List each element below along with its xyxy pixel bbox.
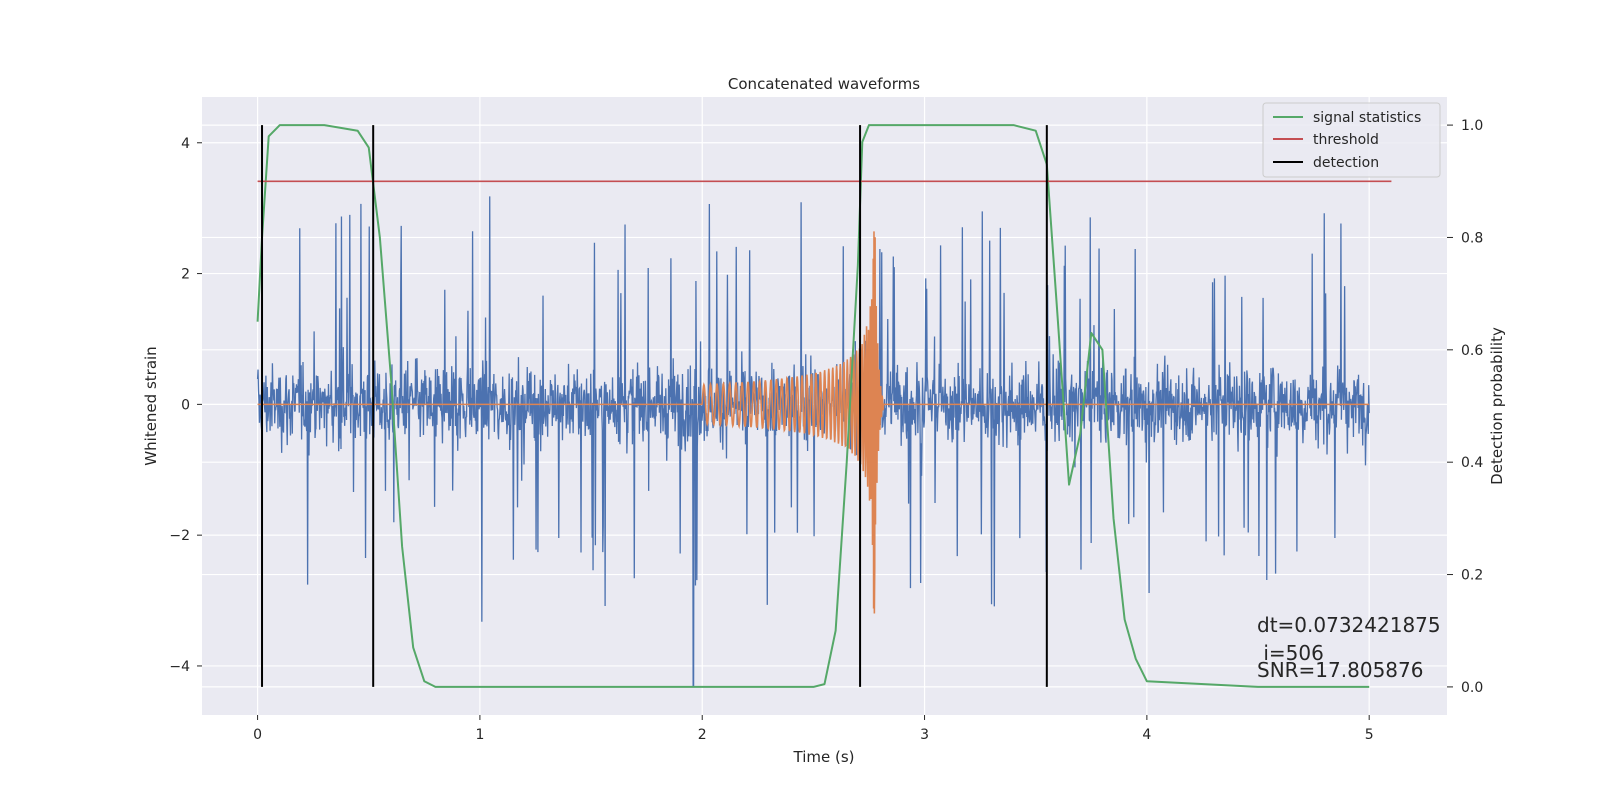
- injected-signal-line: [257, 231, 1370, 614]
- legend: signal statistics threshold detection: [1262, 102, 1441, 178]
- legend-label-detection: detection: [1313, 155, 1379, 171]
- y-right-tick-label: 0.6: [1461, 343, 1483, 359]
- legend-box: [1262, 102, 1441, 178]
- y-axis-label: Whitened strain: [142, 346, 160, 465]
- chart-title: Concatenated waveforms: [728, 75, 920, 93]
- x-axis-ticks: 0 1 2 3 4 5: [253, 715, 1374, 743]
- y-right-tick-label: 0.0: [1461, 680, 1483, 696]
- signal-statistics-series: [256, 124, 1370, 688]
- detection-lines: [261, 125, 1048, 687]
- y-tick-label: 0: [181, 397, 190, 413]
- y-right-tick-label: 0.8: [1461, 230, 1483, 246]
- signal-statistics-line: [256, 124, 1370, 688]
- x-tick-label: 2: [698, 727, 707, 743]
- x-tick-label: 5: [1365, 727, 1374, 743]
- annotation-i: i=506: [1257, 641, 1324, 665]
- y-right-axis-ticks: 0.0 0.2 0.4 0.6 0.8 1.0: [1447, 118, 1483, 696]
- x-tick-label: 3: [920, 727, 929, 743]
- y-tick-label: 2: [181, 267, 190, 283]
- y-axis-ticks: −4 −2 0 2 4: [169, 136, 202, 675]
- y-right-tick-label: 1.0: [1461, 118, 1483, 134]
- annotation: dt=0.0732421875 i=506 SNR=17.805876: [1257, 613, 1441, 682]
- legend-label-threshold: threshold: [1313, 132, 1379, 148]
- annotation-snr: SNR=17.805876: [1257, 658, 1423, 682]
- x-tick-label: 4: [1142, 727, 1151, 743]
- y-tick-label: 4: [181, 136, 190, 152]
- y-right-tick-label: 0.2: [1461, 568, 1483, 584]
- y-tick-label: −4: [169, 659, 190, 675]
- x-tick-label: 0: [253, 727, 262, 743]
- injected-signal-series: [257, 231, 1370, 614]
- x-tick-label: 1: [475, 727, 484, 743]
- y-right-axis-label: Detection probability: [1488, 327, 1506, 485]
- y-right-tick-label: 0.4: [1461, 455, 1483, 471]
- annotation-dt: dt=0.0732421875: [1257, 613, 1441, 637]
- x-axis-label: Time (s): [793, 748, 855, 766]
- y-tick-label: −2: [169, 528, 190, 544]
- legend-label-signal-statistics: signal statistics: [1313, 110, 1421, 126]
